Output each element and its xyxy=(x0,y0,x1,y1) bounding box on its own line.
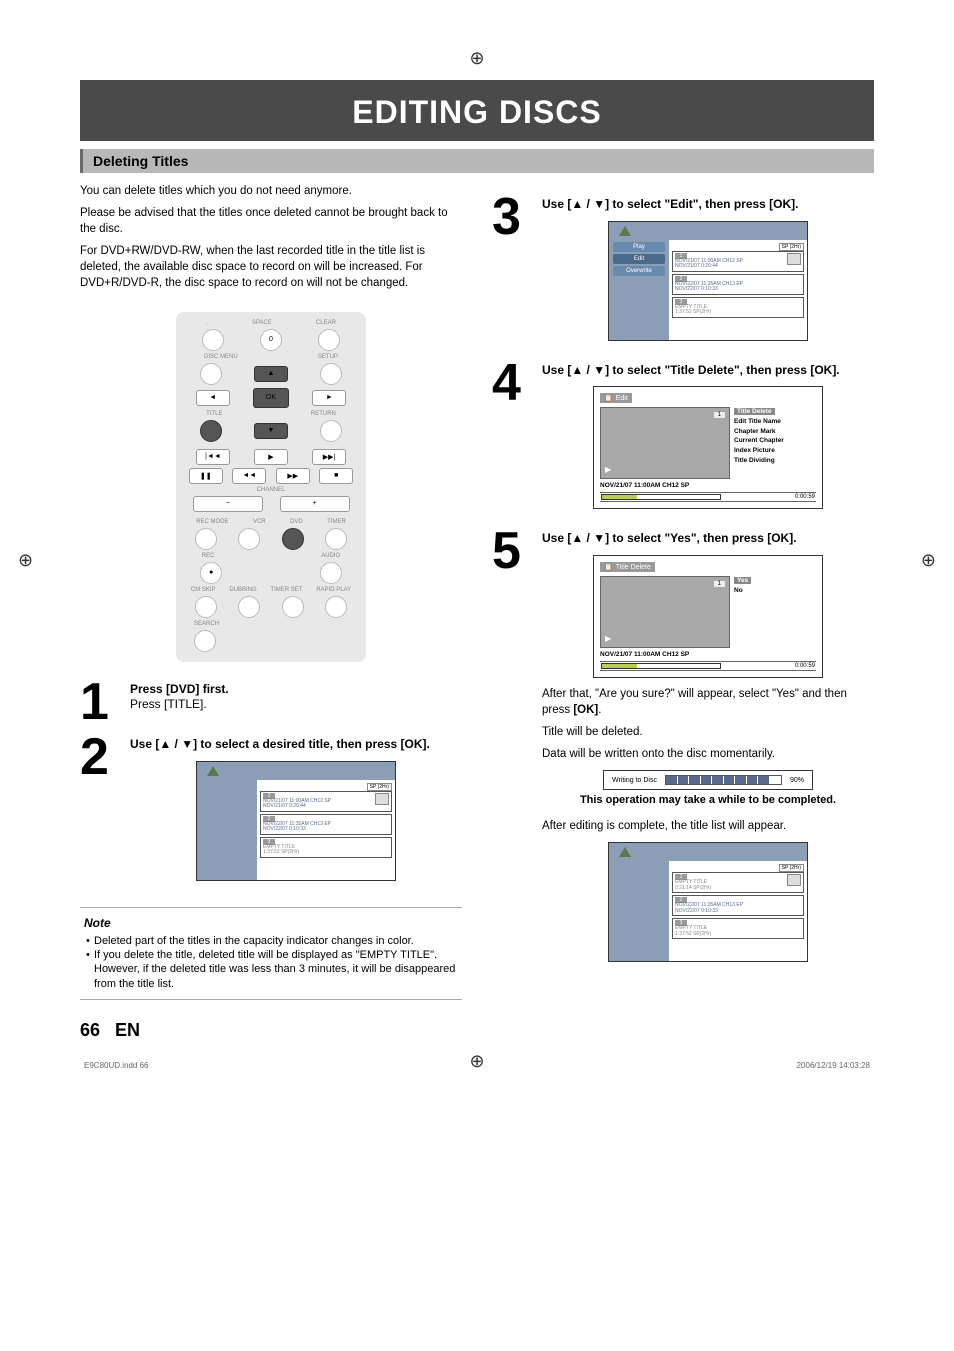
delete-screen: 📋Title Delete 1▶ YesNo NOV/21/07 11:00AM… xyxy=(593,555,823,678)
edit-screen: 📋Edit 1▶ Title DeleteEdit Title NameChap… xyxy=(593,386,823,509)
intro-text: Please be advised that the titles once d… xyxy=(80,205,462,237)
after-text: After that, "Are you sure?" will appear,… xyxy=(542,686,874,718)
title-list-screen: SP (2Hr)1NOV/21/07 11:00AM CH12 SPNOV/21… xyxy=(196,761,396,881)
step-5: 5 Use [▲ / ▼] to select "Yes", then pres… xyxy=(492,531,874,970)
step-2: 2 Use [▲ / ▼] to select a desired title,… xyxy=(80,737,462,889)
crop-mark-icon: ⊕ xyxy=(469,1051,484,1072)
step-1: 1 Press [DVD] first.Press [TITLE]. xyxy=(80,682,462,724)
crop-mark-icon: ⊕ xyxy=(921,550,936,571)
left-column: You can delete titles which you do not n… xyxy=(80,183,462,1041)
ok-button: OK xyxy=(253,388,289,408)
title-button xyxy=(200,420,222,442)
step-3: 3 Use [▲ / ▼] to select "Edit", then pre… xyxy=(492,197,874,349)
title-list-after: SP (2Hr)1EMPTY TITLE0:21:14 SP(2Hr)2NOV/… xyxy=(608,842,808,962)
page-header: EDITING DISCS xyxy=(80,80,874,141)
dvd-button xyxy=(282,528,304,550)
operation-note: This operation may take a while to be co… xyxy=(542,794,874,806)
note-item: Deleted part of the titles in the capaci… xyxy=(84,934,458,948)
intro-text: For DVD+RW/DVD-RW, when the last recorde… xyxy=(80,243,462,291)
note-box: Note Deleted part of the titles in the c… xyxy=(80,907,462,1000)
step-number: 2 xyxy=(80,737,120,889)
remote-diagram: .SPACECLEAR 0 DISC MENUSETUP ▲ ◄OK► TITL… xyxy=(176,312,366,662)
crop-mark-icon: ⊕ xyxy=(469,48,484,69)
section-header: Deleting Titles xyxy=(80,149,874,173)
page-title: EDITING DISCS xyxy=(80,94,874,131)
step-number: 1 xyxy=(80,682,120,724)
step-4: 4 Use [▲ / ▼] to select "Title Delete", … xyxy=(492,363,874,518)
intro-text: You can delete titles which you do not n… xyxy=(80,183,462,199)
page-number: 66 EN xyxy=(80,1020,462,1041)
note-item: If you delete the title, deleted title w… xyxy=(84,948,458,991)
writing-progress: Writing to Disc 90% xyxy=(603,770,813,790)
crop-mark-icon: ⊕ xyxy=(18,550,33,571)
right-column: 3 Use [▲ / ▼] to select "Edit", then pre… xyxy=(492,183,874,1041)
title-list-screen-edit: PlayEditOverwrite SP (2Hr)1NOV/21/07 11:… xyxy=(608,221,808,341)
